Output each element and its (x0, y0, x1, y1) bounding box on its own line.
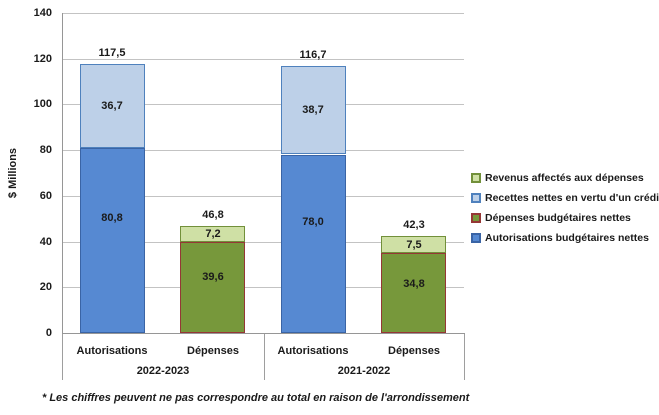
footnote: * Les chiffres peuvent ne pas correspond… (42, 392, 470, 404)
x-axis-category-label: Dépenses (388, 345, 440, 357)
x-axis-group-label: 2022-2023 (136, 365, 190, 377)
legend: Revenus affectés aux dépenses Recettes ne… (471, 168, 659, 248)
bar-segment-depenses (381, 253, 446, 333)
y-axis-title: $ Millions (7, 147, 19, 199)
gridline (63, 196, 464, 197)
legend-label: Recettes nettes en vertu d'un crédit (485, 192, 659, 204)
x-axis-category-label: Autorisations (277, 345, 349, 357)
bar-value-label: 78,0 (302, 216, 324, 228)
gridline (63, 287, 464, 288)
legend-swatch-autorisations (471, 233, 481, 243)
legend-label: Revenus affectés aux dépenses (485, 172, 644, 184)
legend-label: Dépenses budgétaires nettes (485, 212, 631, 224)
bar-value-label: 7,5 (406, 239, 422, 251)
bar-total-label: 42,3 (403, 219, 425, 231)
bar-segment-revenus (381, 236, 446, 253)
x-axis-line (62, 333, 465, 334)
y-axis-tick-label: 80 (39, 144, 52, 156)
bar-segment-autorisations (281, 155, 346, 333)
bar-value-label: 80,8 (101, 212, 123, 224)
bar-total-label: 46,8 (202, 209, 224, 221)
x-axis-category-label: Autorisations (76, 345, 148, 357)
y-axis-tick-label: 140 (33, 7, 52, 19)
legend-item: Dépenses budgétaires nettes (471, 208, 659, 228)
gridline (63, 13, 464, 14)
category-divider (464, 334, 465, 380)
gridline (63, 242, 464, 243)
bar-segment-recettes (80, 64, 145, 148)
bar-value-label: 36,7 (101, 100, 123, 112)
legend-item: Recettes nettes en vertu d'un crédit (471, 188, 659, 208)
bar-segment-autorisations (80, 148, 145, 333)
category-divider (264, 334, 265, 380)
category-divider (62, 334, 63, 380)
legend-swatch-recettes (471, 193, 481, 203)
bar-value-label: 38,7 (302, 104, 324, 116)
legend-swatch-revenus (471, 173, 481, 183)
y-axis-tick-label: 40 (39, 236, 52, 248)
gridline (63, 59, 464, 60)
legend-item: Revenus affectés aux dépenses (471, 168, 659, 188)
bar-segment-revenus (180, 226, 245, 242)
bar-segment-depenses (180, 242, 245, 333)
y-axis-tick-label: 60 (39, 190, 52, 202)
y-axis-tick-label: 120 (33, 53, 52, 65)
bar-total-label: 117,5 (98, 47, 126, 59)
x-axis-group-label: 2021-2022 (337, 365, 391, 377)
bar-value-label: 34,8 (403, 278, 425, 290)
y-axis-tick-label: 0 (45, 327, 52, 339)
legend-label: Autorisations budgétaires nettes (485, 232, 649, 244)
y-axis-line (62, 13, 63, 333)
gridline (63, 150, 464, 151)
bar-total-label: 116,7 (299, 49, 327, 61)
bar-segment-recettes (281, 66, 346, 154)
y-axis-tick-label: 100 (33, 98, 52, 110)
bar-value-label: 39,6 (202, 271, 224, 283)
gridline (63, 104, 464, 105)
legend-item: Autorisations budgétaires nettes (471, 228, 659, 248)
y-axis-tick-label: 20 (39, 281, 52, 293)
bar-value-label: 7,2 (205, 228, 221, 240)
x-axis-category-label: Dépenses (187, 345, 239, 357)
legend-swatch-depenses (471, 213, 481, 223)
